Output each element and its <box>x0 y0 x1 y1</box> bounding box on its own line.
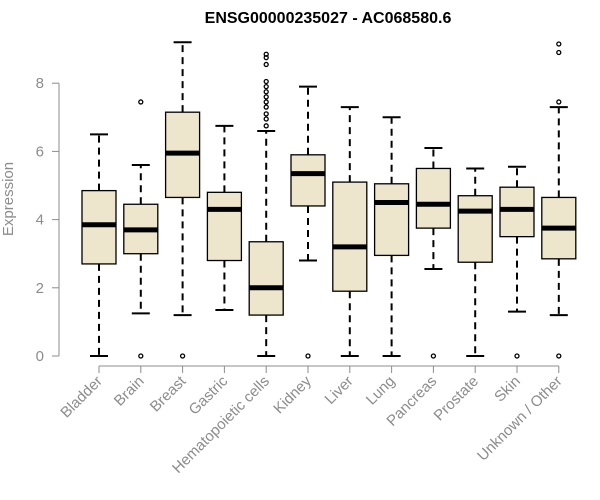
box-iqr <box>332 181 368 292</box>
box-skin <box>499 165 535 359</box>
outlier-point <box>263 123 269 129</box>
box-iqr <box>457 195 493 263</box>
outlier-point <box>138 99 144 105</box>
box-hematopoietic-cells <box>248 51 284 357</box>
box-bladder <box>81 133 117 357</box>
outlier-point <box>138 353 144 359</box>
x-tick-label: Lung <box>363 373 399 409</box>
outlier-point <box>263 78 269 85</box>
box-liver <box>332 106 368 357</box>
box-lung <box>373 116 410 357</box>
outlier-point <box>263 116 269 122</box>
box-iqr <box>290 154 326 207</box>
outlier-point <box>263 51 269 57</box>
outlier-point <box>263 104 269 110</box>
outlier-point <box>263 111 269 117</box>
y-tick-label: 6 <box>36 143 44 160</box>
outlier-point <box>263 61 269 68</box>
box-breast <box>164 41 201 359</box>
box-brain <box>123 99 159 359</box>
box-pancreas <box>415 146 452 359</box>
outlier-point <box>179 353 186 359</box>
outlier-point <box>430 353 437 359</box>
x-tick-label: Kidney <box>270 372 315 417</box>
box-prostate <box>457 167 493 357</box>
outlier-point <box>514 353 520 359</box>
y-tick-label: 2 <box>36 280 44 297</box>
x-tick-label: Liver <box>322 373 357 408</box>
box-iqr <box>499 186 535 238</box>
box-iqr <box>373 183 410 257</box>
box-group <box>81 41 577 359</box>
outlier-point <box>556 353 562 359</box>
outlier-point <box>305 353 311 359</box>
box-iqr <box>415 167 452 229</box>
box-iqr <box>81 189 117 265</box>
x-tick-label: Bladder <box>57 373 106 422</box>
outlier-point <box>556 99 562 105</box>
y-tick-label: 8 <box>36 75 44 92</box>
outlier-point <box>263 83 269 90</box>
outlier-point <box>263 94 269 100</box>
box-iqr <box>206 191 243 262</box>
y-axis-label: Expression <box>0 162 17 236</box>
outlier-point <box>556 49 562 56</box>
outlier-point <box>263 89 269 95</box>
x-tick-label: Prostate <box>430 373 482 425</box>
box-unknown-other <box>541 41 577 359</box>
y-axis: 0 2 4 6 8 <box>36 75 60 365</box>
box-gastric <box>206 124 243 311</box>
y-tick-label: 4 <box>36 212 44 229</box>
x-tick-label: Breast <box>147 372 190 415</box>
box-iqr <box>248 241 284 316</box>
x-tick-label: Brain <box>111 373 148 410</box>
chart-title: ENSG00000235027 - AC068580.6 <box>205 10 452 27</box>
box-kidney <box>290 85 326 359</box>
y-tick-label: 0 <box>36 348 44 365</box>
outlier-point <box>263 99 269 105</box>
outlier-point <box>556 41 562 47</box>
x-tick-label: Skin <box>491 373 524 406</box>
